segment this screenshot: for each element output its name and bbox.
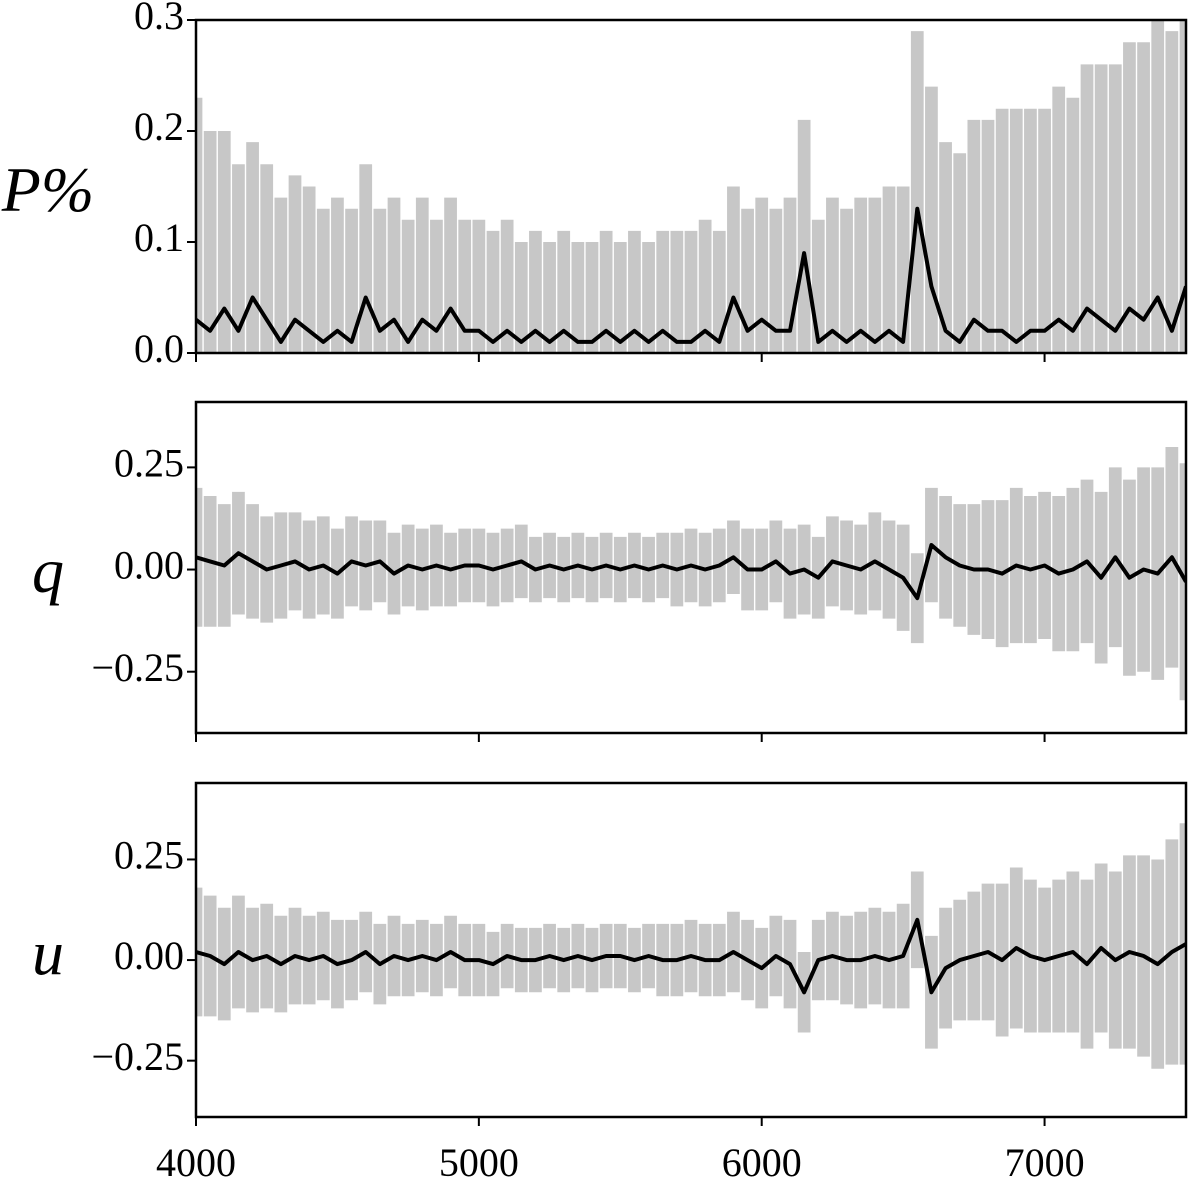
data-line [196, 543, 1186, 601]
y-tick-label: 0.25 [114, 833, 184, 878]
y-tick-label: 0.00 [114, 933, 184, 978]
y-axis-label: q [32, 535, 64, 606]
axes-frame [194, 400, 1188, 735]
y-tick-label: 0.00 [114, 543, 184, 588]
plot-area [196, 446, 1186, 701]
x-tick-label: 5000 [439, 1140, 519, 1185]
y-tick-label: 0.3 [134, 0, 184, 38]
x-tick-label: 4000 [156, 1140, 236, 1185]
y-tick-label: −0.25 [91, 1034, 184, 1079]
y-tick-label: 0.2 [134, 104, 184, 149]
y-tick-label: −0.25 [91, 645, 184, 690]
data-line [196, 206, 1186, 344]
plot-area [196, 20, 1186, 353]
x-tick-label: 7000 [1005, 1140, 1085, 1185]
axes-frame [194, 781, 1188, 1119]
y-tick-label: 0.25 [114, 441, 184, 486]
y-tick-label: 0.1 [134, 215, 184, 260]
y-tick-label: 0.0 [134, 326, 184, 371]
x-tick-label: 6000 [722, 1140, 802, 1185]
y-axis-label: u [32, 918, 64, 989]
axes-frame [194, 18, 1188, 355]
data-line [196, 917, 1186, 995]
plot-area [196, 823, 1186, 1069]
y-axis-label: P% [1, 154, 94, 225]
